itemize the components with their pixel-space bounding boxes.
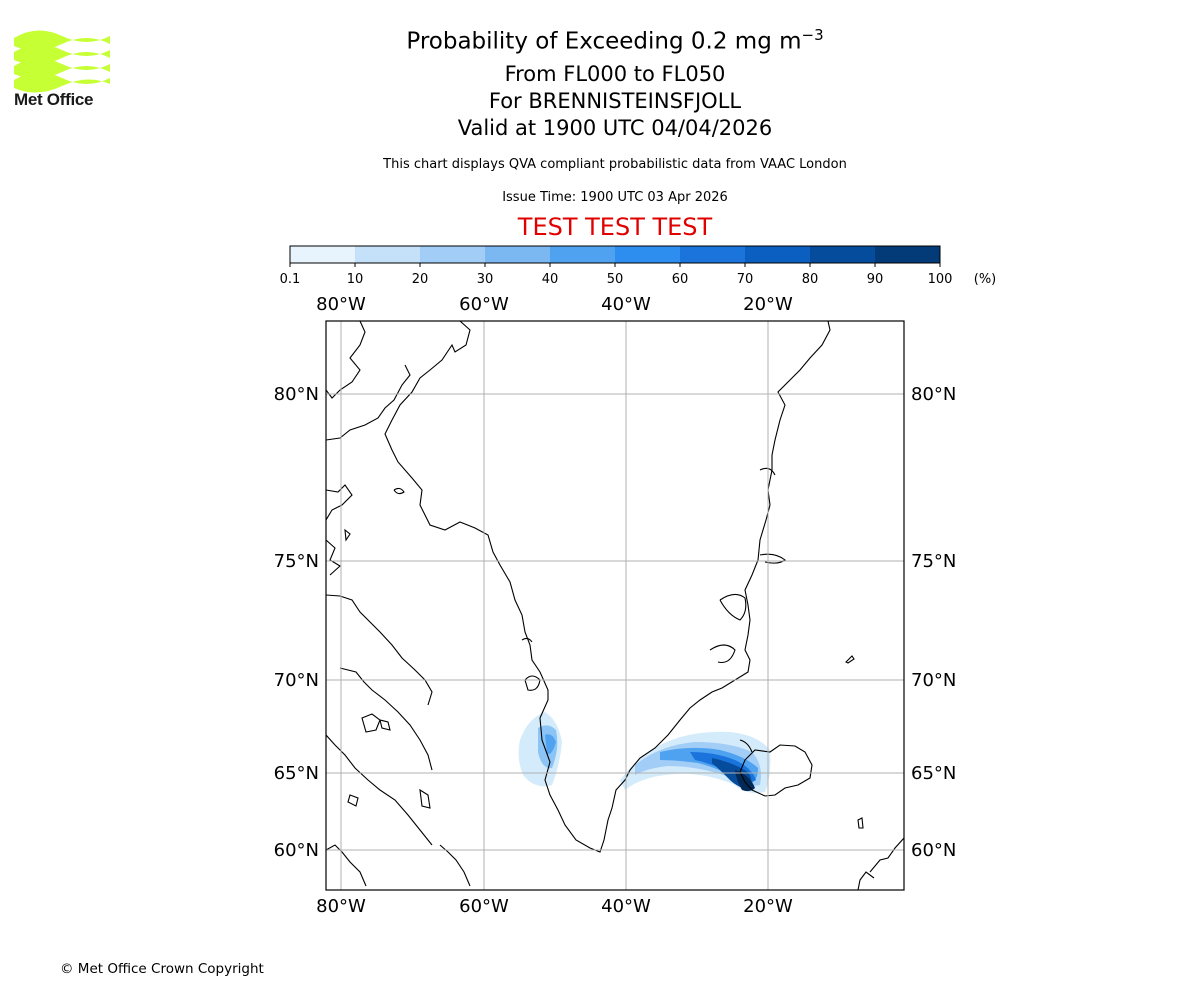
colorbar-tick-label: 40	[542, 272, 559, 287]
colorbar-segment	[550, 246, 615, 263]
colorbar-segment	[680, 246, 745, 263]
coastlines	[326, 321, 904, 890]
gridlines	[326, 321, 904, 890]
colorbar-segment	[615, 246, 680, 263]
valid-time: Valid at 1900 UTC 04/04/2026	[457, 116, 773, 140]
colorbar-tick-label: 50	[607, 272, 624, 287]
volcano-name: For BRENNISTEINSFJOLL	[488, 89, 742, 113]
lat-label-left: 75°N	[274, 551, 319, 572]
lon-label-top: 20°W	[743, 294, 793, 315]
copyright-notice: © Met Office Crown Copyright	[60, 961, 264, 977]
flight-level-range: From FL000 to FL050	[504, 62, 726, 86]
title-text: Probability of Exceeding 0.2 mg m	[406, 28, 802, 55]
title-exponent: −3	[801, 26, 824, 44]
colorbar-unit: (%)	[974, 272, 997, 287]
test-banner: TEST TEST TEST	[517, 213, 713, 241]
map-frame	[325, 320, 905, 891]
chart-subtitle: This chart displays QVA compliant probab…	[383, 157, 847, 172]
lon-label-top: 60°W	[459, 294, 509, 315]
lat-label-left: 70°N	[274, 670, 319, 691]
colorbar-segment	[290, 246, 355, 263]
lat-label-right: 70°N	[911, 670, 956, 691]
colorbar-segment	[420, 246, 485, 263]
colorbar-segment	[745, 246, 810, 263]
colorbar-tick-label: 20	[412, 272, 429, 287]
issue-time: Issue Time: 1900 UTC 03 Apr 2026	[502, 190, 728, 205]
lon-label-top: 40°W	[601, 294, 651, 315]
lon-label-bottom: 20°W	[743, 896, 793, 917]
colorbar-tick-label: 100	[928, 272, 953, 287]
colorbar-tick-label: 60	[672, 272, 689, 287]
colorbar-tick-label: 30	[477, 272, 494, 287]
lat-label-right: 80°N	[911, 384, 956, 405]
lat-label-right: 60°N	[911, 840, 956, 861]
lat-label-right: 65°N	[911, 763, 956, 784]
colorbar-segment	[355, 246, 420, 263]
colorbar-tick-label: 70	[737, 272, 754, 287]
colorbar-tick-label: 80	[802, 272, 819, 287]
chart-title: Probability of Exceeding 0.2 mg m−3	[0, 26, 1200, 55]
lat-label-left: 65°N	[274, 763, 319, 784]
colorbar-tick-label: 90	[867, 272, 884, 287]
ash-plume	[518, 712, 771, 794]
colorbar-tick-label: 10	[347, 272, 364, 287]
lon-label-bottom: 40°W	[601, 896, 651, 917]
colorbar-segment	[810, 246, 875, 263]
colorbar-tick-label: 0.1	[280, 272, 301, 287]
lon-label-bottom: 60°W	[459, 896, 509, 917]
lat-label-right: 75°N	[911, 551, 956, 572]
colorbar-segment	[875, 246, 940, 263]
colorbar: 0.1 10 20 30 40 50 60 70 80 90 100 (%)	[280, 245, 997, 287]
lon-label-bottom: 80°W	[316, 896, 366, 917]
lat-label-left: 60°N	[274, 840, 319, 861]
lat-label-left: 80°N	[274, 384, 319, 405]
lon-label-top: 80°W	[316, 294, 366, 315]
met-office-logo-icon	[14, 30, 110, 93]
colorbar-segment	[485, 246, 550, 263]
logo-wordmark: Met Office	[14, 90, 94, 109]
